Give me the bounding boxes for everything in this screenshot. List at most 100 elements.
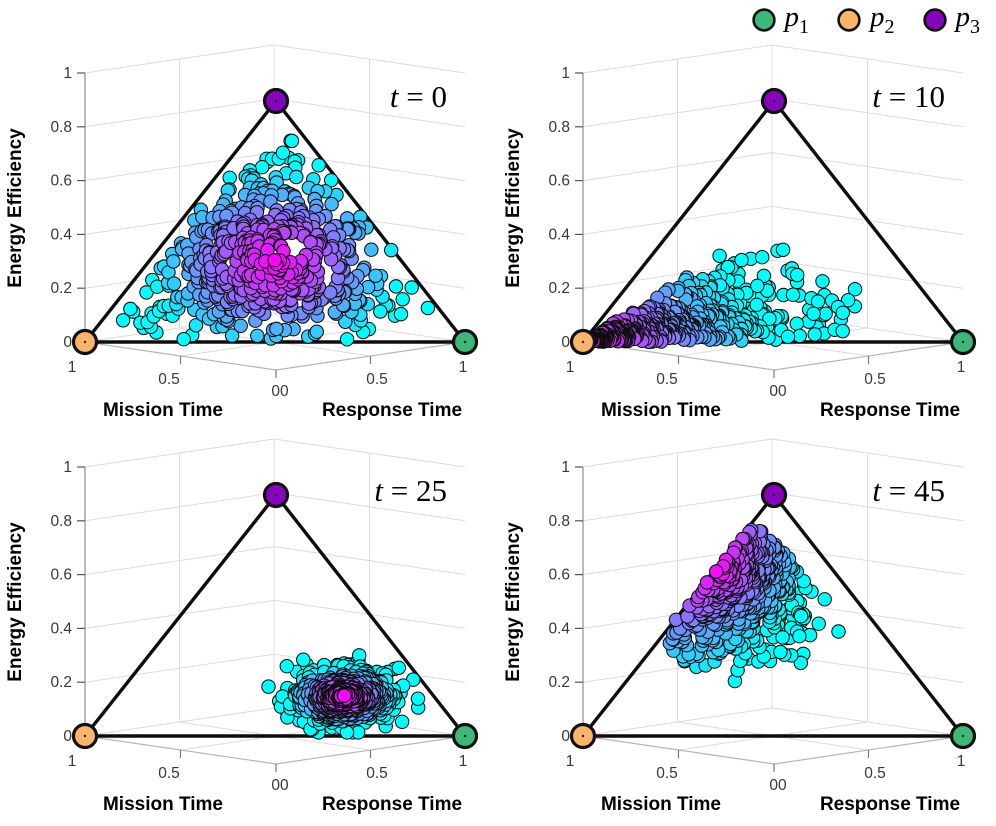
vertex-center-dot — [83, 734, 87, 738]
scatter-point — [166, 254, 181, 269]
panel-title: t = 25 — [374, 473, 447, 508]
z-tick-label: 0.4 — [548, 620, 570, 637]
legend-symbol-p2: p — [870, 1, 885, 34]
scatter-point — [394, 714, 410, 730]
scatter-point — [712, 248, 727, 264]
floor-ticks — [179, 750, 372, 772]
origin-tick-label: 00 — [271, 777, 289, 794]
z-tick-label: 0.6 — [50, 173, 72, 190]
vertex-center-dot — [772, 493, 776, 497]
simplex-plot-svg-t=0: 0 0.2 0.4 0.6 0.8 1 1 0.5 0.5 1 00 Mission Time Resp… — [5, 44, 479, 421]
scatter-point — [284, 133, 300, 149]
scatter-point — [750, 278, 765, 294]
simplex-plot-svg-t=25: 0 0.2 0.4 0.6 0.8 1 1 0.5 0.5 1 00 Mission Time Resp… — [5, 438, 479, 815]
legend: p 1 p2 p3 — [751, 0, 980, 40]
z-tick-label: 0.2 — [50, 280, 72, 297]
scatter-point — [267, 252, 282, 268]
z-tick-label: 0.2 — [548, 280, 570, 297]
scatter-point — [811, 616, 826, 631]
legend-item-p2: p2 — [836, 3, 895, 37]
scatter-point — [324, 196, 339, 212]
origin-tick-label: 00 — [769, 777, 787, 794]
scatter-point — [364, 242, 379, 257]
simplex-triangle — [83, 493, 467, 738]
vertex-center-dot — [274, 99, 278, 103]
scatter-point — [250, 328, 265, 344]
scatter-point — [762, 311, 777, 326]
scatter-point — [269, 321, 284, 337]
mission-tick-label: 0.5 — [656, 765, 678, 782]
z-tick-label: 0.8 — [50, 119, 72, 136]
scatter-point — [789, 316, 805, 331]
response-tick-label: 1 — [459, 753, 468, 770]
scatter-points — [662, 522, 846, 689]
z-tick-label: 0.4 — [548, 226, 570, 243]
scatter-point — [756, 268, 772, 284]
scatter-point — [296, 652, 311, 667]
legend-sub-p3: 3 — [970, 15, 980, 38]
response-tick-label: 0.5 — [366, 765, 388, 782]
scatter-point — [835, 323, 850, 339]
legend-marker-p2-icon — [837, 8, 861, 32]
vertex-center-dot — [274, 493, 278, 497]
scatter-point — [793, 655, 809, 671]
z-axis — [77, 466, 86, 737]
z-tick-label: 0.6 — [50, 567, 72, 584]
scatter-point — [289, 169, 304, 185]
mission-tick-label: 0.5 — [656, 371, 678, 388]
z-tick-label: 0.2 — [548, 674, 570, 691]
z-tick-label: 0.6 — [548, 567, 570, 584]
scatter-point — [115, 313, 131, 328]
axis-titles: Mission Time Response Time Energy Efficien… — [503, 128, 960, 421]
scatter-point — [773, 644, 788, 660]
response-time-axis-label: Response Time — [820, 794, 960, 815]
scatter-point — [275, 145, 291, 160]
scatter-point — [806, 306, 821, 321]
energy-efficiency-axis-label: Energy Efficiency — [503, 522, 524, 682]
vertex-markers — [71, 87, 479, 356]
axis-titles: Mission Time Response Time Energy Efficien… — [5, 128, 462, 421]
z-tick-label: 0.6 — [548, 173, 570, 190]
scatter-point — [311, 158, 326, 173]
scatter-point — [775, 630, 790, 645]
scatter-point — [383, 242, 399, 258]
origin-tick-label: 00 — [271, 383, 289, 400]
legend-sub-p2: 2 — [884, 15, 895, 38]
scatter-point — [233, 318, 248, 334]
scatter-point — [810, 294, 826, 309]
mission-time-axis-label: Mission Time — [601, 794, 721, 815]
scatter-point — [807, 327, 822, 342]
scatter-point — [734, 252, 749, 268]
legend-sub-p1: 1 — [799, 15, 809, 38]
scatter-point — [831, 624, 846, 639]
scatter-point — [754, 249, 770, 265]
scatter-point — [309, 324, 324, 339]
energy-efficiency-axis-label: Energy Efficiency — [503, 128, 524, 288]
scatter-point — [368, 268, 383, 284]
scatter-point — [792, 628, 807, 644]
z-tick-label: 0.8 — [548, 119, 570, 136]
scatter-point — [337, 688, 352, 703]
energy-efficiency-axis-label: Energy Efficiency — [5, 128, 26, 288]
panel-title: t = 10 — [872, 79, 945, 114]
mission-tick-label: 0.5 — [158, 371, 180, 388]
mission-tick-label: 1 — [566, 753, 575, 770]
legend-item-p3: p3 — [922, 3, 980, 38]
axis-tick-labels: 0 0.2 0.4 0.6 0.8 1 1 0.5 0.5 1 00 — [50, 65, 467, 400]
scatter-point — [166, 276, 182, 291]
simplex-plot-t10: 0 0.2 0.4 0.6 0.8 1 1 0.5 0.5 1 00 Mission Time Resp… — [498, 40, 996, 432]
scatter-point — [188, 318, 204, 333]
z-tick-label: 1 — [561, 65, 570, 82]
scatter-point — [123, 301, 138, 317]
z-tick-label: 0.2 — [50, 674, 72, 691]
scatter-point — [404, 280, 419, 295]
z-axis — [575, 72, 584, 343]
response-tick-label: 0.5 — [864, 371, 886, 388]
scatter-point — [815, 274, 830, 289]
vertex-markers — [569, 87, 977, 356]
floor-ticks — [677, 356, 870, 378]
scatter-points — [115, 133, 436, 347]
floor-ticks — [179, 356, 372, 378]
scatter-point — [224, 328, 240, 343]
